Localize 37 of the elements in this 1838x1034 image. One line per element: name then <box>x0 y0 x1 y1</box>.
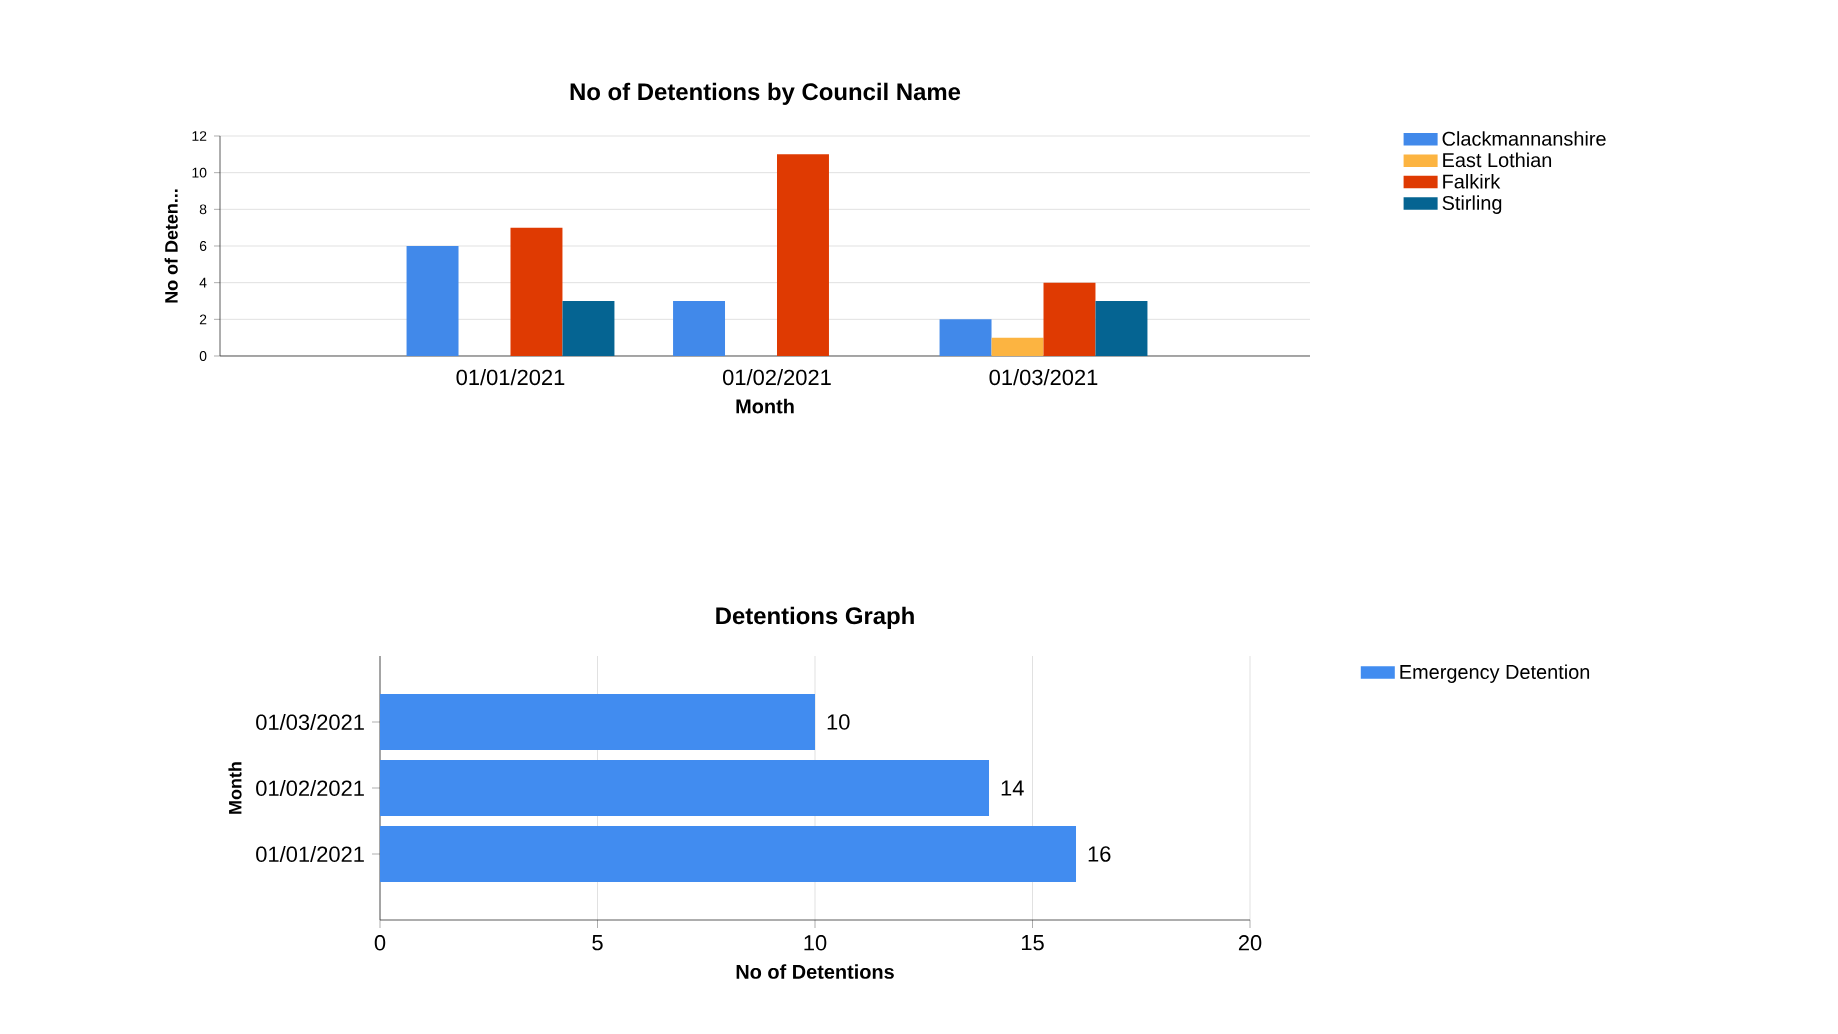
x-tick-label: 01/03/2021 <box>989 369 1098 386</box>
bar <box>991 337 1044 356</box>
bar <box>777 154 829 356</box>
x-tick-label: 01/02/2021 <box>722 369 831 386</box>
bar <box>1043 282 1096 356</box>
data-label: 16 <box>1088 846 1111 862</box>
bar <box>1095 300 1148 356</box>
bar <box>510 227 563 356</box>
x-axis-title: No of Detentions <box>736 964 894 979</box>
bar <box>380 825 1077 883</box>
x-tick-label: 20 <box>1238 935 1262 951</box>
x-tick-label: 01/01/2021 <box>456 369 565 386</box>
chart-title: No of Detentions by Council Name <box>570 82 961 105</box>
x-tick-label: 15 <box>1021 935 1044 951</box>
legend-label: Stirling <box>1442 195 1502 214</box>
bar <box>380 693 816 751</box>
y-axis-title: No of Deten... <box>164 189 178 303</box>
data-label: 14 <box>1001 780 1024 796</box>
x-tick-label: 10 <box>804 935 827 951</box>
bar <box>562 300 615 356</box>
legend-label: Emergency Detention <box>1400 664 1590 683</box>
x-tick-label: 0 <box>374 935 386 951</box>
legend-label: Falkirk <box>1443 173 1501 189</box>
y-axis-title: Month <box>228 762 242 814</box>
x-tick-label: 5 <box>592 935 603 951</box>
y-tick-label: 01/03/2021 <box>256 713 364 731</box>
legend-label: East Lothian <box>1443 152 1552 168</box>
y-tick-label: 01/02/2021 <box>256 779 364 797</box>
bar <box>380 759 990 817</box>
y-tick-label: 01/01/2021 <box>256 845 364 863</box>
x-axis-title: Month <box>736 398 794 414</box>
bar <box>673 300 726 356</box>
data-label: 10 <box>827 714 850 730</box>
legend-label: Clackmannanshire <box>1442 131 1606 146</box>
bar <box>939 319 992 356</box>
chart-title: Detentions Graph <box>716 606 914 630</box>
bar <box>406 245 459 356</box>
